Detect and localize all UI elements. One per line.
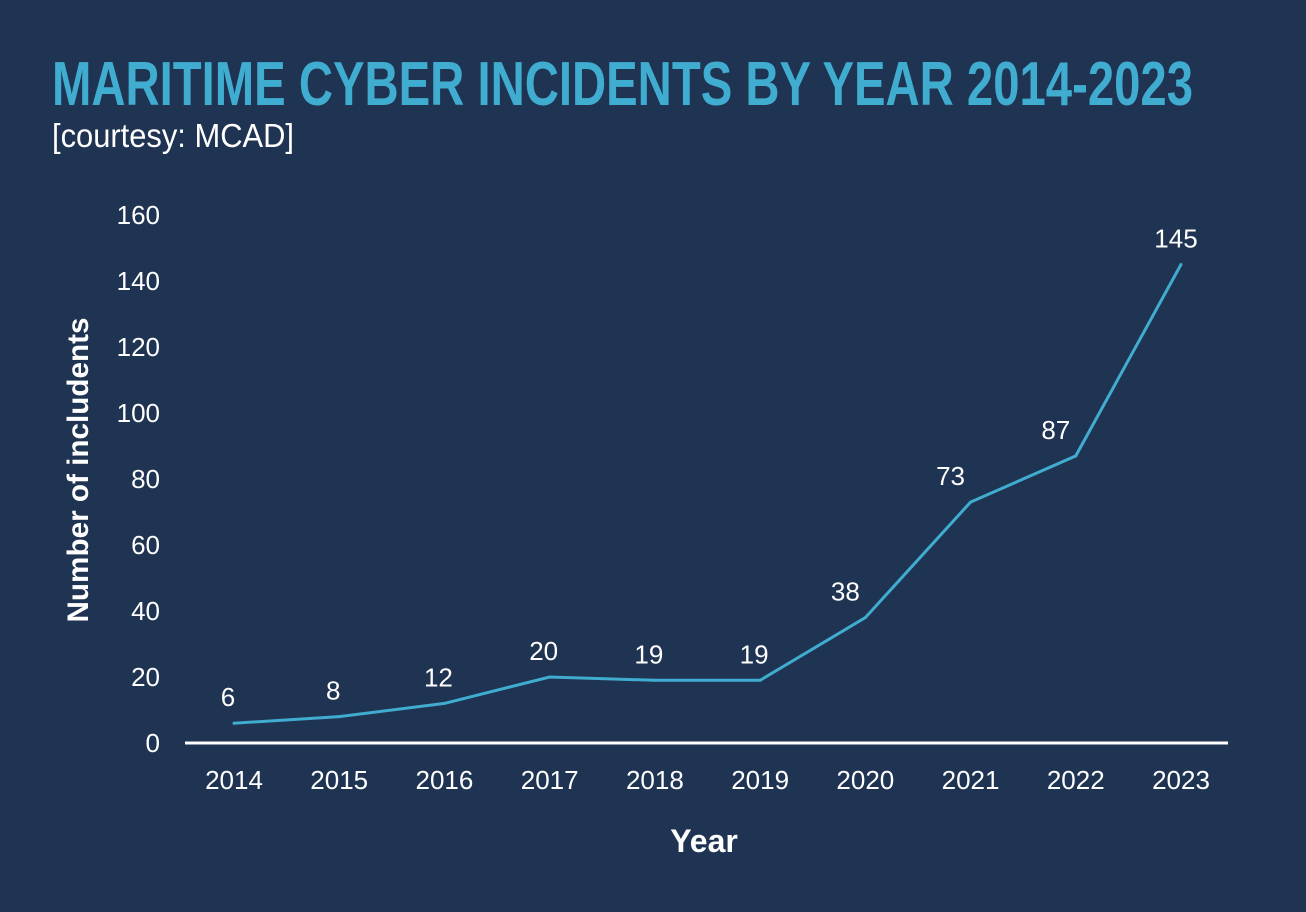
x-tick-label: 2015 — [310, 765, 368, 795]
x-tick-label: 2017 — [521, 765, 579, 795]
y-tick-label: 40 — [131, 596, 160, 626]
series-line — [233, 263, 1183, 725]
x-tick-label: 2016 — [416, 765, 474, 795]
chart-subtitle: [courtesy: MCAD] — [52, 117, 294, 154]
data-label: 19 — [634, 639, 663, 669]
data-label: 145 — [1154, 224, 1197, 254]
data-point — [548, 675, 552, 679]
y-tick-label: 100 — [117, 398, 160, 428]
data-label: 38 — [831, 577, 860, 607]
data-point — [442, 701, 446, 705]
data-point — [758, 678, 762, 682]
x-tick-label: 2020 — [836, 765, 894, 795]
data-point — [969, 500, 973, 504]
x-tick-label: 2021 — [942, 765, 1000, 795]
data-label: 87 — [1041, 415, 1070, 445]
data-point — [232, 721, 236, 725]
y-tick-label: 80 — [131, 464, 160, 494]
data-label: 19 — [740, 639, 769, 669]
data-label: 8 — [326, 676, 340, 706]
chart-title: MARITIME CYBER INCIDENTS BY YEAR 2014-20… — [52, 50, 1193, 119]
data-label: 6 — [221, 682, 235, 712]
data-label: 20 — [529, 636, 558, 666]
y-tick-label: 60 — [131, 530, 160, 560]
data-point — [337, 715, 341, 719]
y-tick-label: 160 — [117, 200, 160, 230]
data-label: 12 — [424, 662, 453, 692]
data-point — [653, 678, 657, 682]
data-point — [1179, 263, 1183, 266]
data-point — [1074, 454, 1078, 458]
x-axis-label: Year — [670, 823, 738, 859]
x-tick-label: 2019 — [731, 765, 789, 795]
y-tick-label: 20 — [131, 662, 160, 692]
y-axis-label: Number of includents — [62, 318, 95, 623]
y-tick-label: 120 — [117, 332, 160, 362]
x-tick-label: 2018 — [626, 765, 684, 795]
y-tick-label: 0 — [146, 728, 160, 758]
x-tick-label: 2023 — [1152, 765, 1210, 795]
x-tick-label: 2014 — [205, 765, 263, 795]
data-point — [863, 616, 867, 620]
x-tick-label: 2022 — [1047, 765, 1105, 795]
y-tick-label: 140 — [117, 266, 160, 296]
data-label: 73 — [936, 461, 965, 491]
